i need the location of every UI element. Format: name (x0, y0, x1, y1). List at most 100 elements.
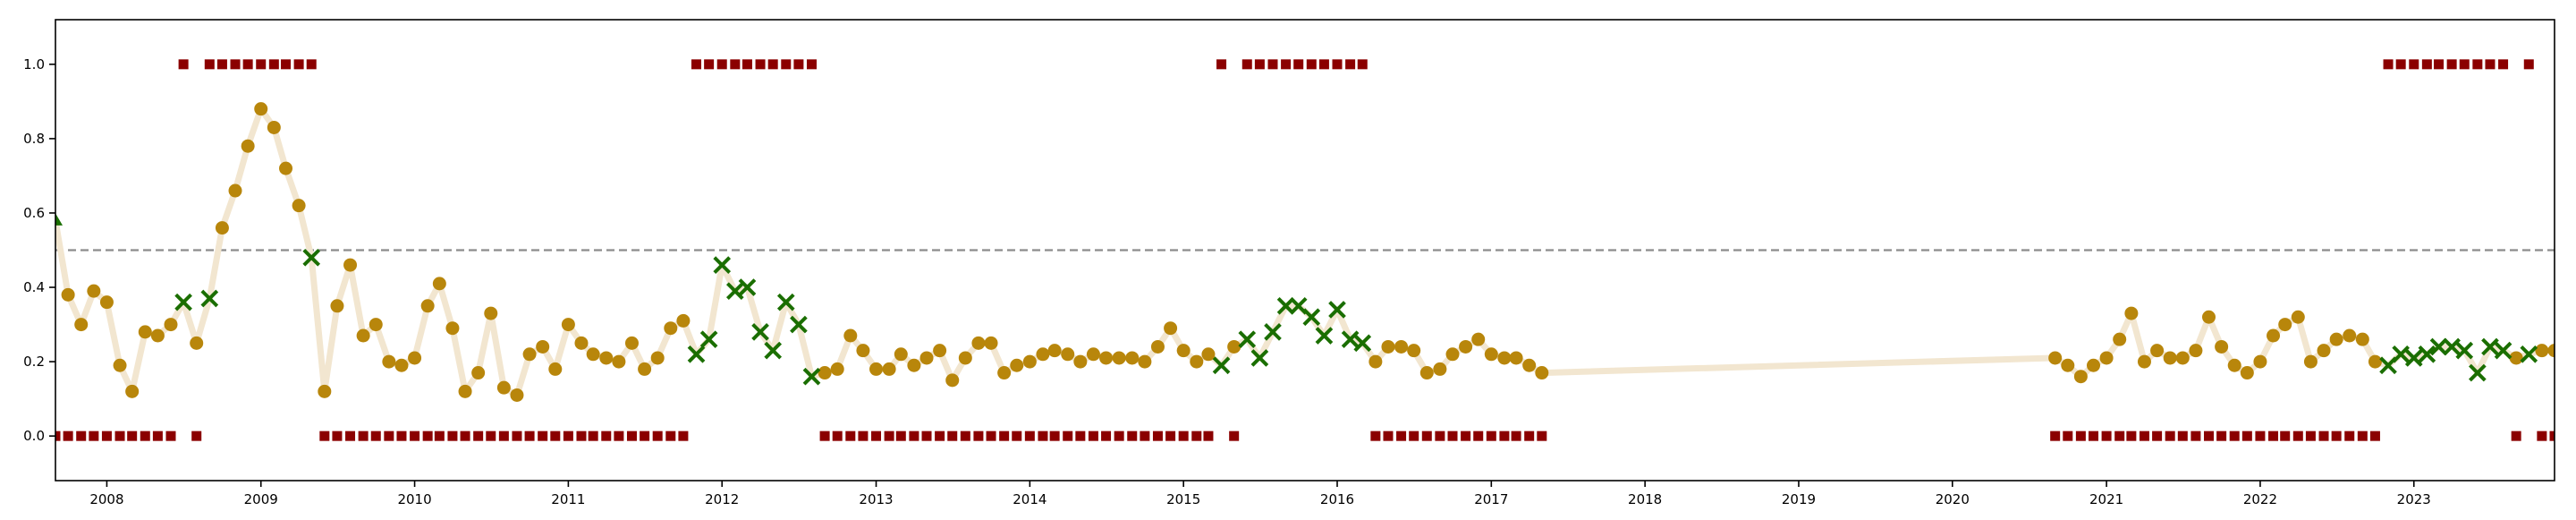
point-circle (638, 362, 652, 376)
point-square (1178, 430, 1189, 441)
point-square (230, 59, 241, 70)
point-square (319, 430, 330, 441)
point-square (588, 430, 598, 441)
point-cross (2392, 345, 2410, 363)
point-circle (113, 358, 127, 372)
point-circle (971, 336, 986, 350)
point-square (1473, 430, 1484, 441)
point-circle (445, 321, 460, 336)
point-square (895, 430, 906, 441)
point-square (1140, 430, 1150, 441)
point-cross (2494, 341, 2512, 360)
point-square (986, 430, 996, 441)
point-square (1254, 59, 1265, 70)
point-cross (1289, 296, 1308, 315)
point-circle (624, 336, 639, 350)
point-square (781, 59, 792, 70)
point-circle (2215, 339, 2229, 354)
point-square (884, 430, 894, 441)
point-cross (1238, 330, 1257, 349)
point-square (55, 430, 61, 441)
point-square (204, 59, 215, 70)
point-circle (369, 318, 383, 332)
point-square (652, 430, 663, 441)
point-square (2537, 430, 2547, 441)
point-circle (1061, 347, 1075, 362)
point-circle (919, 351, 934, 365)
point-square (1267, 59, 1278, 70)
point-circle (522, 347, 537, 362)
point-square (410, 430, 420, 441)
point-square (871, 430, 882, 441)
point-square (845, 430, 856, 441)
point-circle (664, 321, 678, 336)
point-circle (1073, 354, 1088, 369)
point-circle (2227, 358, 2241, 372)
point-square (422, 430, 433, 441)
point-square (306, 59, 317, 70)
y-tick-label: 0.0 (23, 428, 45, 444)
point-square (2369, 430, 2380, 441)
point-square (2523, 59, 2534, 70)
point-circle (1419, 366, 1434, 380)
point-circle (2061, 358, 2075, 372)
point-square (2446, 59, 2457, 70)
point-circle (945, 373, 960, 388)
point-square (2229, 430, 2240, 441)
point-square (640, 430, 650, 441)
point-square (2063, 430, 2073, 441)
point-circle (1010, 358, 1024, 372)
point-circle (2150, 344, 2165, 358)
point-square (1088, 430, 1098, 441)
point-circle (484, 306, 498, 320)
point-square (1049, 430, 1060, 441)
point-square (2331, 430, 2342, 441)
point-square (345, 430, 356, 441)
point-square (460, 430, 470, 441)
point-circle (471, 366, 486, 380)
point-square (2549, 430, 2555, 441)
point-square (1383, 430, 1394, 441)
point-circle (150, 328, 165, 343)
point-square (216, 59, 227, 70)
point-square (63, 430, 73, 441)
point-circle (74, 318, 89, 332)
point-circle (2113, 332, 2127, 346)
point-circle (164, 318, 178, 332)
point-circle (856, 344, 870, 358)
point-circle (1190, 354, 1204, 369)
point-square (2241, 430, 2252, 441)
point-square (524, 430, 535, 441)
y-tick-label: 0.6 (23, 205, 45, 221)
point-circle (2240, 366, 2254, 380)
x-tick-label: 2010 (397, 491, 431, 507)
point-circle (1394, 339, 1409, 354)
point-circle (292, 199, 306, 213)
point-circle (279, 161, 293, 175)
point-circle (2189, 344, 2203, 358)
point-square (152, 430, 163, 441)
point-circle (1522, 358, 1537, 372)
point-square (704, 59, 715, 70)
point-square (716, 59, 727, 70)
point-circle (394, 358, 409, 372)
point-square (935, 430, 945, 441)
point-square (2357, 430, 2368, 441)
point-cross (802, 367, 821, 386)
point-cross (1302, 308, 1321, 327)
point-square (691, 59, 702, 70)
point-cross (687, 345, 706, 363)
point-square (2344, 430, 2355, 441)
point-circle (1047, 344, 1062, 358)
point-square (473, 430, 484, 441)
point-circle (574, 336, 589, 350)
point-square (1357, 59, 1368, 70)
point-circle (2317, 344, 2331, 358)
point-circle (561, 318, 575, 332)
point-square (1165, 430, 1176, 441)
point-square (1447, 430, 1458, 441)
point-square (793, 59, 804, 70)
point-circle (2547, 344, 2555, 358)
point-square (242, 59, 253, 70)
point-square (1435, 430, 1445, 441)
